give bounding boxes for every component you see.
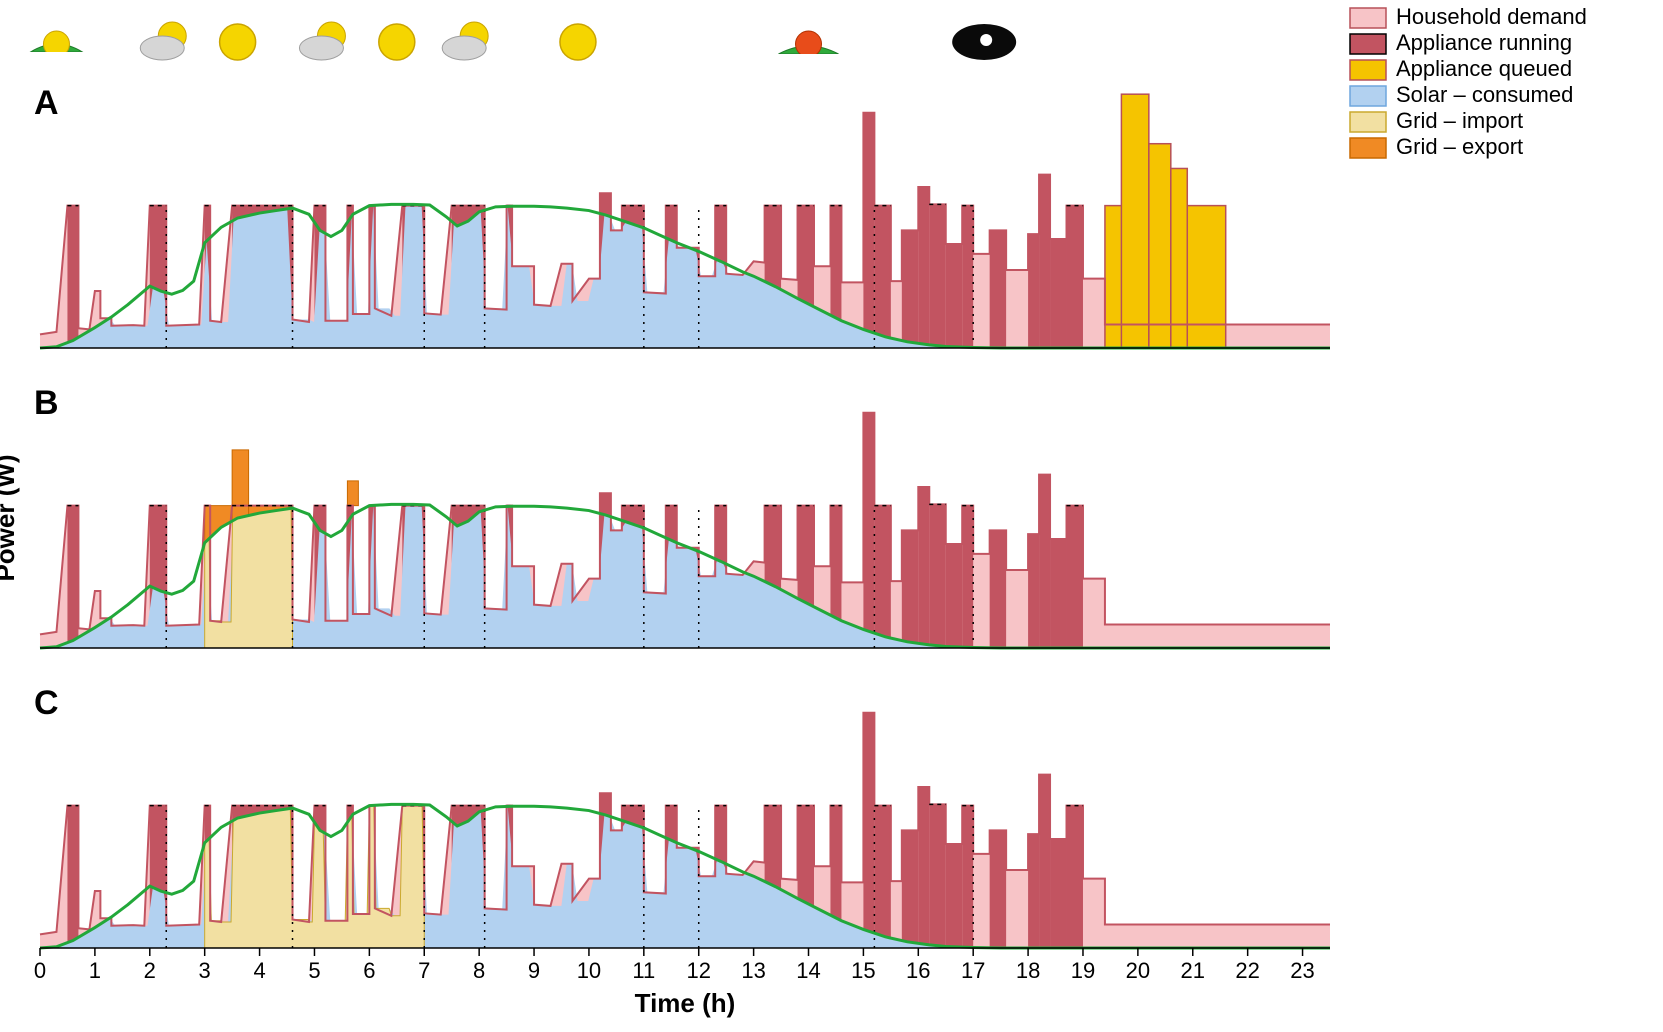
sun-icon — [220, 24, 256, 60]
partly_cloud-icon — [442, 22, 488, 60]
x-tick-label: 11 — [632, 958, 655, 983]
legend-swatch-grid_export — [1350, 138, 1386, 158]
x-tick-label: 16 — [906, 958, 930, 983]
x-tick-label: 23 — [1290, 958, 1314, 983]
x-tick-label: 8 — [473, 958, 485, 983]
panel-A: A — [34, 84, 1330, 348]
x-tick-label: 14 — [796, 958, 820, 983]
legend-swatch-grid_import — [1350, 112, 1386, 132]
x-tick-label: 21 — [1181, 958, 1205, 983]
x-tick-label: 9 — [528, 958, 540, 983]
x-tick-label: 22 — [1235, 958, 1259, 983]
x-tick-label: 12 — [686, 958, 710, 983]
legend-label-appliance_running: Appliance running — [1396, 30, 1572, 55]
x-tick-label: 15 — [851, 958, 875, 983]
panel-label: C — [34, 684, 59, 722]
appliance-queued — [1105, 94, 1226, 348]
night-icon — [952, 24, 1016, 60]
grid-export — [232, 450, 248, 521]
panel-C: C — [34, 684, 1330, 948]
legend-swatch-appliance_queued — [1350, 60, 1386, 80]
y-axis-title: Power (W) — [0, 454, 20, 581]
x-tick-label: 20 — [1126, 958, 1150, 983]
x-tick-label: 18 — [1016, 958, 1040, 983]
x-tick-label: 5 — [308, 958, 320, 983]
x-tick-label: 3 — [199, 958, 211, 983]
x-tick-label: 2 — [144, 958, 156, 983]
x-tick-label: 17 — [961, 958, 985, 983]
panel-B: B — [34, 384, 1330, 648]
x-tick-label: 0 — [34, 958, 46, 983]
sun-icon — [379, 24, 415, 60]
x-axis-title: Time (h) — [635, 988, 736, 1018]
legend-label-household_demand: Household demand — [1396, 4, 1587, 29]
x-tick-label: 13 — [741, 958, 765, 983]
panel-label: A — [34, 84, 59, 122]
panel-label: B — [34, 384, 59, 422]
legend-swatch-solar_consumed — [1350, 86, 1386, 106]
grid-import — [205, 806, 425, 948]
x-tick-label: 4 — [253, 958, 265, 983]
x-tick-label: 6 — [363, 958, 375, 983]
legend-swatch-household_demand — [1350, 8, 1386, 28]
sunrise-icon — [28, 31, 84, 62]
partly_cloud-icon — [140, 22, 186, 60]
x-ticks: 01234567891011121314151617181920212223 — [34, 948, 1315, 983]
power-day-figure: Household demandAppliance runningApplian… — [0, 0, 1663, 1032]
partly_cloud-icon — [299, 22, 345, 60]
x-tick-label: 7 — [418, 958, 430, 983]
legend-label-appliance_queued: Appliance queued — [1396, 56, 1572, 81]
legend-label-solar_consumed: Solar – consumed — [1396, 82, 1573, 107]
x-tick-label: 19 — [1071, 958, 1095, 983]
legend-label-grid_import: Grid – import — [1396, 108, 1523, 133]
legend-label-grid_export: Grid – export — [1396, 134, 1523, 159]
sky-icons — [28, 22, 1016, 66]
x-tick-label: 10 — [577, 958, 601, 983]
sun-icon — [560, 24, 596, 60]
x-tick-label: 1 — [89, 958, 101, 983]
legend-swatch-appliance_running — [1350, 34, 1386, 54]
grid-export — [347, 481, 358, 506]
legend: Household demandAppliance runningApplian… — [1350, 4, 1587, 159]
sunset-icon — [777, 31, 841, 66]
